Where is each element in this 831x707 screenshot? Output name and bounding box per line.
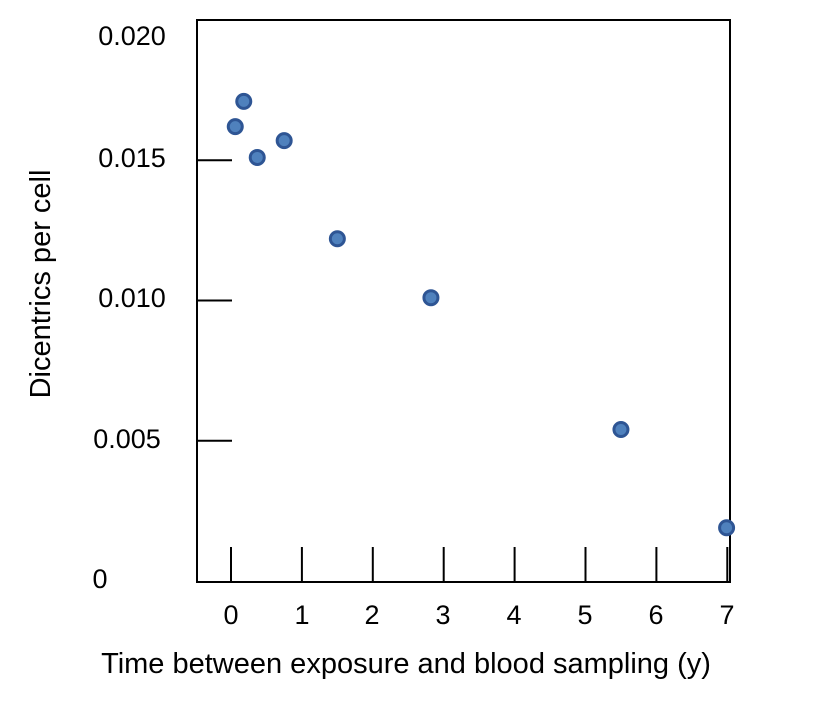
x-tick-label: 5 xyxy=(577,600,592,630)
y-tick-labels: 0 0.005 0.010 0.015 0.020 xyxy=(92,21,165,594)
y-tick-label: 0.005 xyxy=(93,424,161,454)
y-tick-label: 0.015 xyxy=(98,143,166,173)
x-tick-labels: 0 1 2 3 4 5 6 7 xyxy=(223,600,734,630)
data-point xyxy=(226,118,244,136)
data-point xyxy=(248,148,266,166)
data-point xyxy=(718,519,736,537)
y-tick-label: 0.020 xyxy=(98,21,166,51)
data-point xyxy=(235,92,253,110)
x-axis-title: Time between exposure and blood sampling… xyxy=(101,648,711,680)
data-point xyxy=(275,132,293,150)
data-point xyxy=(612,421,630,439)
y-tick-label: 0 xyxy=(92,564,107,594)
x-tick-label: 3 xyxy=(435,600,450,630)
y-tick-label: 0.010 xyxy=(98,283,166,313)
data-point xyxy=(422,289,440,307)
plot-frame xyxy=(196,19,731,583)
x-tick-label: 2 xyxy=(364,600,379,630)
data-points xyxy=(226,92,736,537)
x-tick-label: 0 xyxy=(223,600,238,630)
y-axis-title: Dicentrics per cell xyxy=(25,170,57,399)
axis-ticks xyxy=(197,159,729,582)
x-tick-label: 7 xyxy=(719,600,734,630)
data-point xyxy=(328,230,346,248)
x-tick-label: 4 xyxy=(506,600,521,630)
x-tick-label: 1 xyxy=(294,600,309,630)
x-tick-label: 6 xyxy=(648,600,663,630)
